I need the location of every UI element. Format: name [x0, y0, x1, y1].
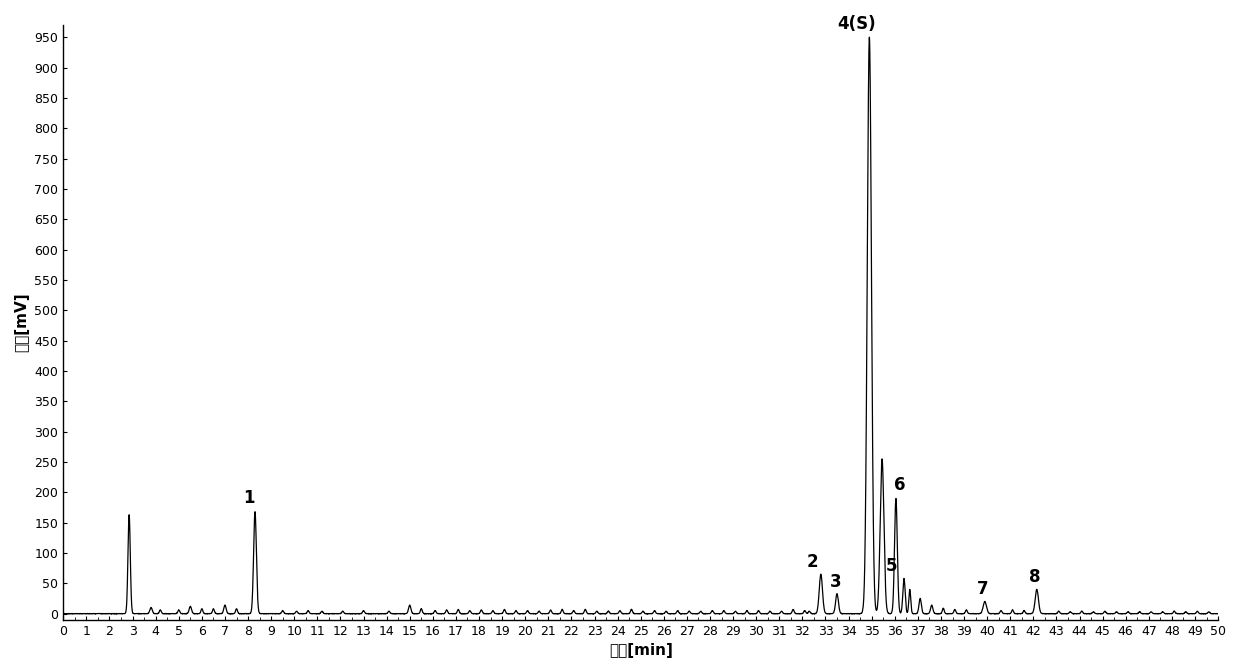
X-axis label: 时间[min]: 时间[min] [609, 643, 672, 658]
Y-axis label: 信号[mV]: 信号[mV] [14, 292, 29, 352]
Text: 6: 6 [894, 476, 905, 494]
Text: 7: 7 [977, 581, 988, 599]
Text: 4(S): 4(S) [837, 15, 875, 33]
Text: 3: 3 [830, 573, 842, 591]
Text: 8: 8 [1029, 569, 1040, 587]
Text: 2: 2 [807, 552, 818, 571]
Text: 1: 1 [243, 489, 255, 507]
Text: 5: 5 [885, 557, 897, 575]
